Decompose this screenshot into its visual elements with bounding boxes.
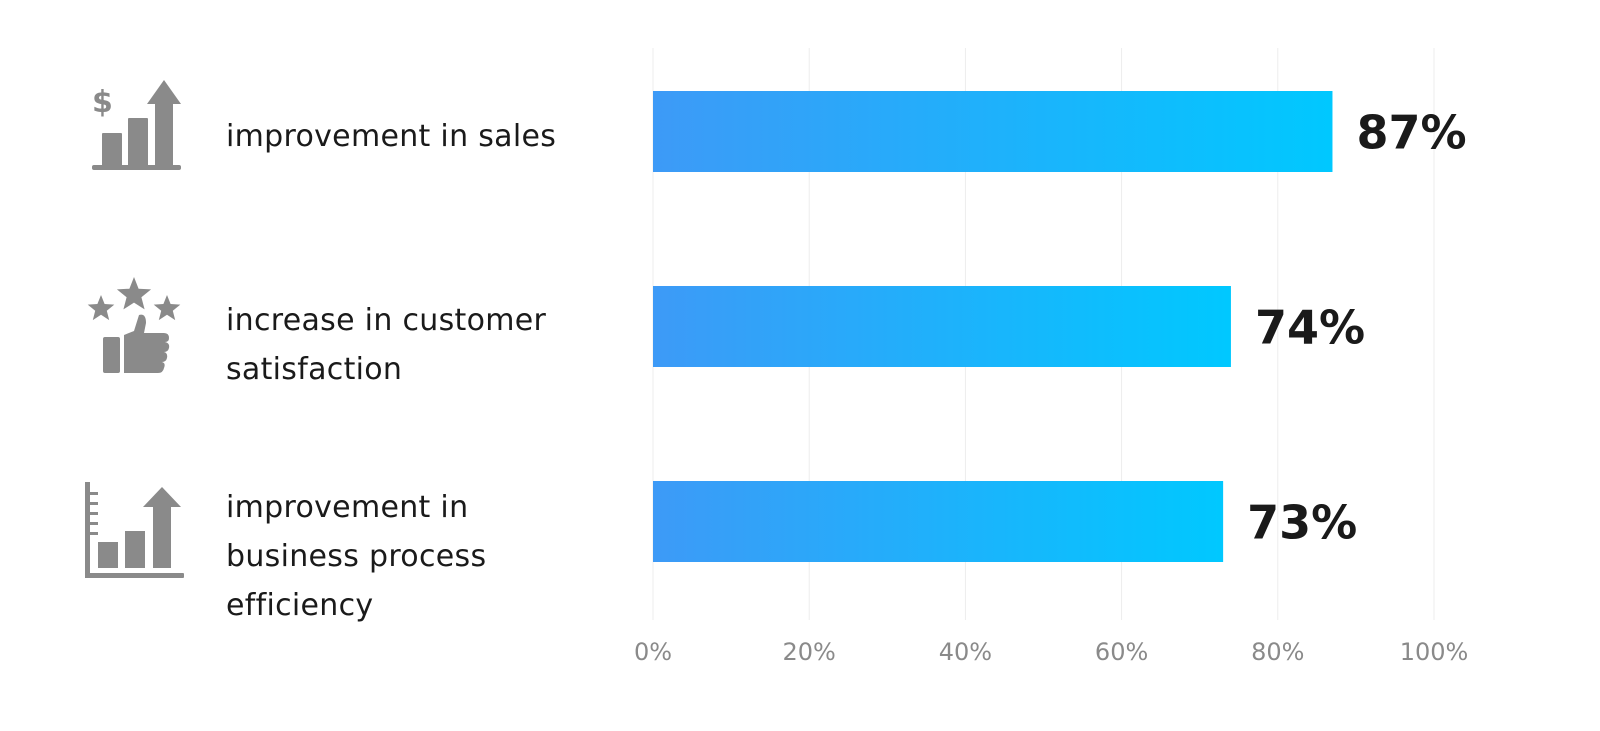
bar [653, 481, 1224, 562]
category-label-line: satisfaction [226, 352, 403, 387]
bar [653, 286, 1231, 367]
category-label-line: increase in customer [226, 303, 547, 338]
category-label-line: business process [226, 539, 487, 574]
x-tick-label: 60% [1095, 638, 1148, 666]
bar-value-label: 73% [1247, 496, 1357, 550]
x-tick-label: 80% [1251, 638, 1304, 666]
svg-text:$: $ [92, 85, 113, 120]
bar-value-label: 87% [1356, 106, 1466, 160]
x-tick-label: 0% [634, 638, 672, 666]
customer-satisfaction-icon [87, 277, 181, 373]
bars [653, 91, 1333, 562]
x-tick-label: 20% [783, 638, 836, 666]
bar [653, 91, 1333, 172]
x-axis-ticks: 0% 20% 40% 60% 80% 100% [634, 638, 1468, 666]
category-label-line: improvement in sales [226, 119, 557, 154]
x-tick-label: 100% [1400, 638, 1469, 666]
value-labels: 87% 74% 73% [1247, 106, 1466, 550]
sales-growth-icon: $ [92, 80, 181, 170]
x-tick-label: 40% [939, 638, 992, 666]
category-label-line: improvement in [226, 490, 469, 525]
efficiency-growth-icon [85, 482, 184, 578]
bar-value-label: 74% [1255, 301, 1365, 355]
category-label-line: efficiency [226, 588, 374, 623]
